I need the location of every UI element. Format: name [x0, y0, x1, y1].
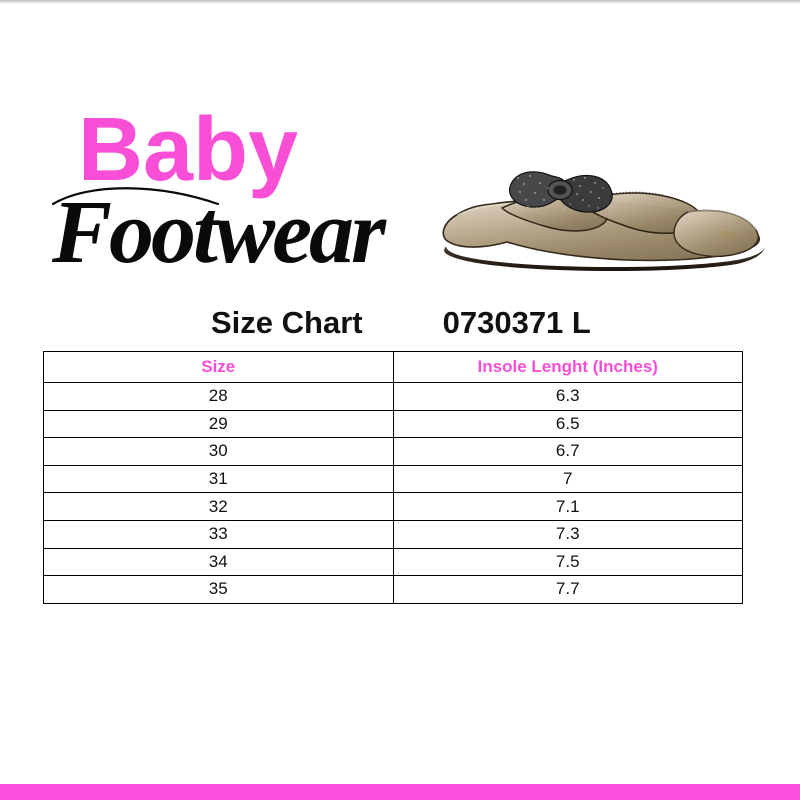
- svg-text:Footwear: Footwear: [51, 183, 387, 278]
